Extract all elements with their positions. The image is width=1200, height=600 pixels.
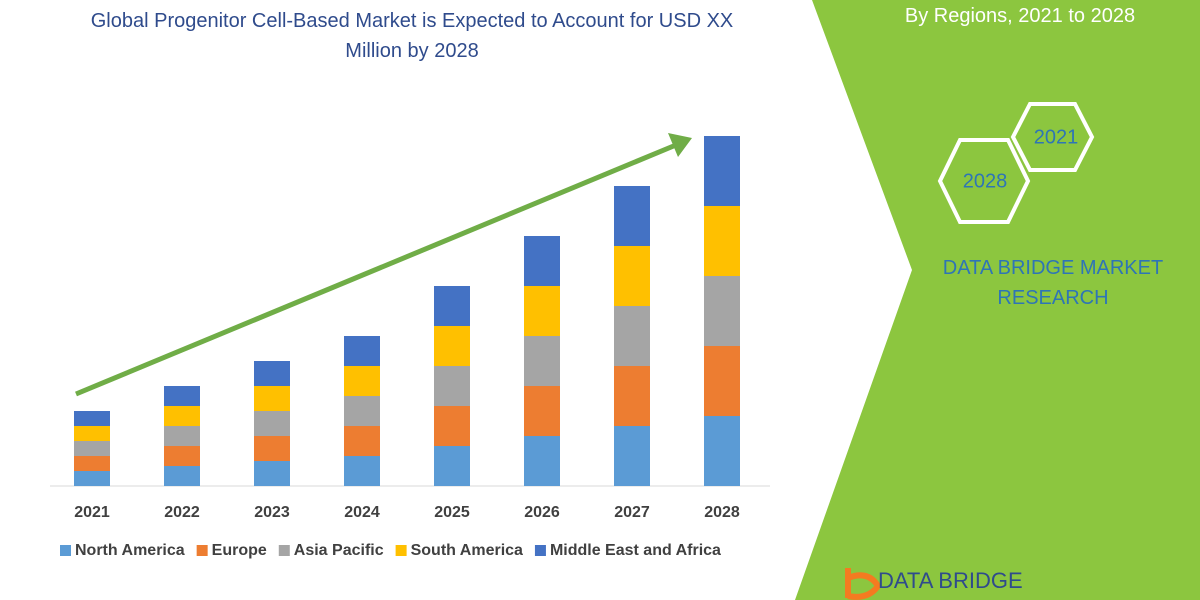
bar-segment [164, 466, 200, 486]
legend-label: South America [411, 542, 523, 559]
bar-segment [704, 416, 740, 486]
logo-icon [845, 568, 882, 600]
bar-segment [614, 186, 650, 246]
hexagon [937, 138, 1031, 224]
x-tick-label: 2025 [434, 504, 470, 521]
bar-segment [164, 406, 200, 426]
bar-segment [614, 366, 650, 426]
bar-segment [704, 346, 740, 416]
bar-segment [74, 411, 110, 426]
x-tick-label: 2024 [344, 504, 380, 521]
bar-segment [524, 286, 560, 336]
bar-segment [524, 436, 560, 486]
bar-segment [254, 386, 290, 411]
bar-segment [254, 461, 290, 486]
bar-segment [74, 426, 110, 441]
bar-segment [74, 471, 110, 486]
bar-segment [254, 436, 290, 461]
bar-segment [344, 426, 380, 456]
bar-segment [164, 446, 200, 466]
bar-segment [254, 411, 290, 436]
green-panel [795, 0, 1200, 600]
x-tick-label: 2028 [704, 504, 740, 521]
subtitle: By Regions, 2021 to 2028 [904, 5, 1136, 27]
bar-segment [434, 406, 470, 446]
chart-title: Global Progenitor Cell-Based Market is E… [90, 10, 734, 62]
x-tick-label: 2027 [614, 504, 650, 521]
legend-swatch [395, 545, 407, 556]
x-tick-label: 2022 [164, 504, 200, 521]
legend-swatch [196, 545, 208, 556]
legend-swatch [60, 545, 71, 556]
bar-segment [614, 426, 650, 486]
bar-segment [704, 276, 740, 346]
bar-segment [74, 441, 110, 456]
bar-segment [614, 246, 650, 306]
x-tick-label: 2026 [524, 504, 560, 521]
bar-segment [344, 336, 380, 366]
bar-segment [344, 396, 380, 426]
legend-swatch [278, 545, 290, 556]
hexagon [1010, 102, 1095, 172]
bar-segment [434, 446, 470, 486]
legend-swatch [534, 545, 546, 556]
x-tick-label: 2021 [74, 504, 110, 521]
bar-segment [344, 366, 380, 396]
bar-segment [164, 426, 200, 446]
bar-segment [524, 236, 560, 286]
hex-label: 2021 [1034, 126, 1079, 148]
brand: DATA BRIDGE MARKET RESEARCH [942, 257, 1164, 309]
bar-segment [434, 286, 470, 326]
bar-segment [704, 136, 740, 206]
bar-segment [614, 306, 650, 366]
legend-label: Europe [212, 542, 267, 559]
bar-segment [704, 206, 740, 276]
bar-segment [344, 456, 380, 486]
x-tick-label: 2023 [254, 504, 290, 521]
bar-segment [164, 386, 200, 406]
bar-segment [74, 456, 110, 471]
legend-label: Middle East and Africa [550, 542, 721, 559]
bar-segment [524, 336, 560, 386]
arrow-head [668, 133, 692, 157]
bar-segment [254, 361, 290, 386]
legend-label: Asia Pacific [294, 542, 384, 559]
bar-segment [434, 366, 470, 406]
legend-label: North America [75, 542, 185, 559]
trend-arrow [75, 142, 677, 397]
bar-segment [434, 326, 470, 366]
logo-text: DATA BRIDGE [878, 568, 1023, 593]
hex-label: 2028 [963, 170, 1008, 192]
bar-segment [524, 386, 560, 436]
